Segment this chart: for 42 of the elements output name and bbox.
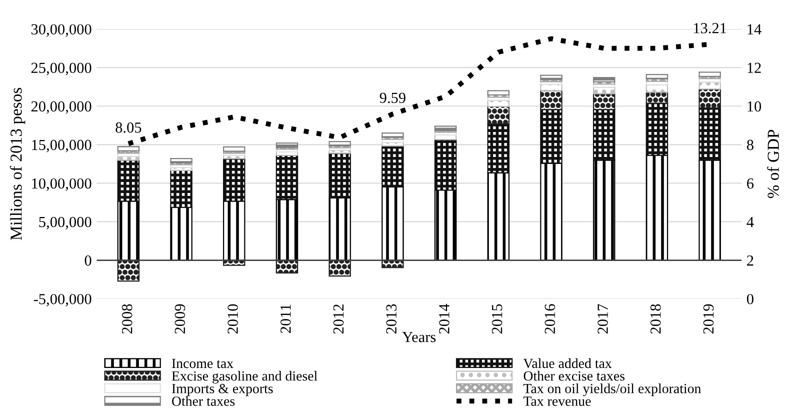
y-tick-label: 5,00,000 [39, 216, 92, 230]
x-tick-label: 2011 [280, 304, 291, 333]
legend-label: Tax revenue [523, 396, 591, 406]
x-axis-title: Years [402, 332, 436, 342]
x-tick-label: 2013 [386, 304, 397, 334]
x-tick-label: 2019 [703, 304, 714, 334]
x-tick-label: 2012 [333, 304, 344, 334]
x-tick-label: 2010 [228, 304, 238, 334]
y-tick-label: 30,00,000 [31, 24, 92, 37]
y-tick-label: 25,00,000 [31, 62, 92, 76]
legend-label: Tax on oil yields/oil exploration [523, 383, 701, 396]
y2-tick-label: 2 [747, 255, 754, 266]
x-tick-label: 2018 [650, 304, 661, 334]
y2-tick-label: 4 [746, 216, 754, 228]
x-tick-label: 2015 [492, 304, 502, 334]
y-tick-label: 15,00,000 [32, 140, 92, 152]
legend-label: Imports & exports [172, 384, 273, 396]
legend-label: Excise gasoline and diesel [172, 370, 318, 384]
y2-tick-label: 10 [748, 101, 762, 112]
legend-label: Other excise taxes [524, 370, 624, 381]
x-tick-label: 2016 [544, 304, 556, 334]
y-tick-label: 10,00,000 [32, 178, 92, 191]
legend-label: Other taxes [172, 396, 235, 406]
x-tick-label: 2014 [439, 304, 450, 334]
x-tick-label: 2008 [122, 304, 132, 334]
y-tick-label: 20,00,000 [31, 101, 92, 114]
y2-tick-label: 12 [748, 62, 761, 73]
y2-tick-label: 14 [748, 24, 762, 34]
y-tick-label: -5,00,000 [34, 294, 92, 306]
data-label: 8.05 [116, 122, 142, 133]
y2-tick-label: 8 [746, 140, 754, 150]
x-tick-label: 2017 [598, 304, 608, 334]
legend-label: Income tax [172, 358, 234, 368]
y-tick-label: 0 [84, 255, 92, 266]
legend-label: Value added tax [523, 358, 612, 368]
y2-tick-label: 6 [747, 178, 754, 189]
y2-tick-label: 0 [746, 294, 754, 304]
data-label: 9.59 [380, 92, 406, 104]
y2-axis-title: % of GDP [767, 130, 779, 198]
data-label: 13.21 [694, 23, 726, 34]
x-tick-label: 2009 [174, 304, 186, 334]
y-axis-title: Millions of 2013 pesos [10, 88, 26, 240]
